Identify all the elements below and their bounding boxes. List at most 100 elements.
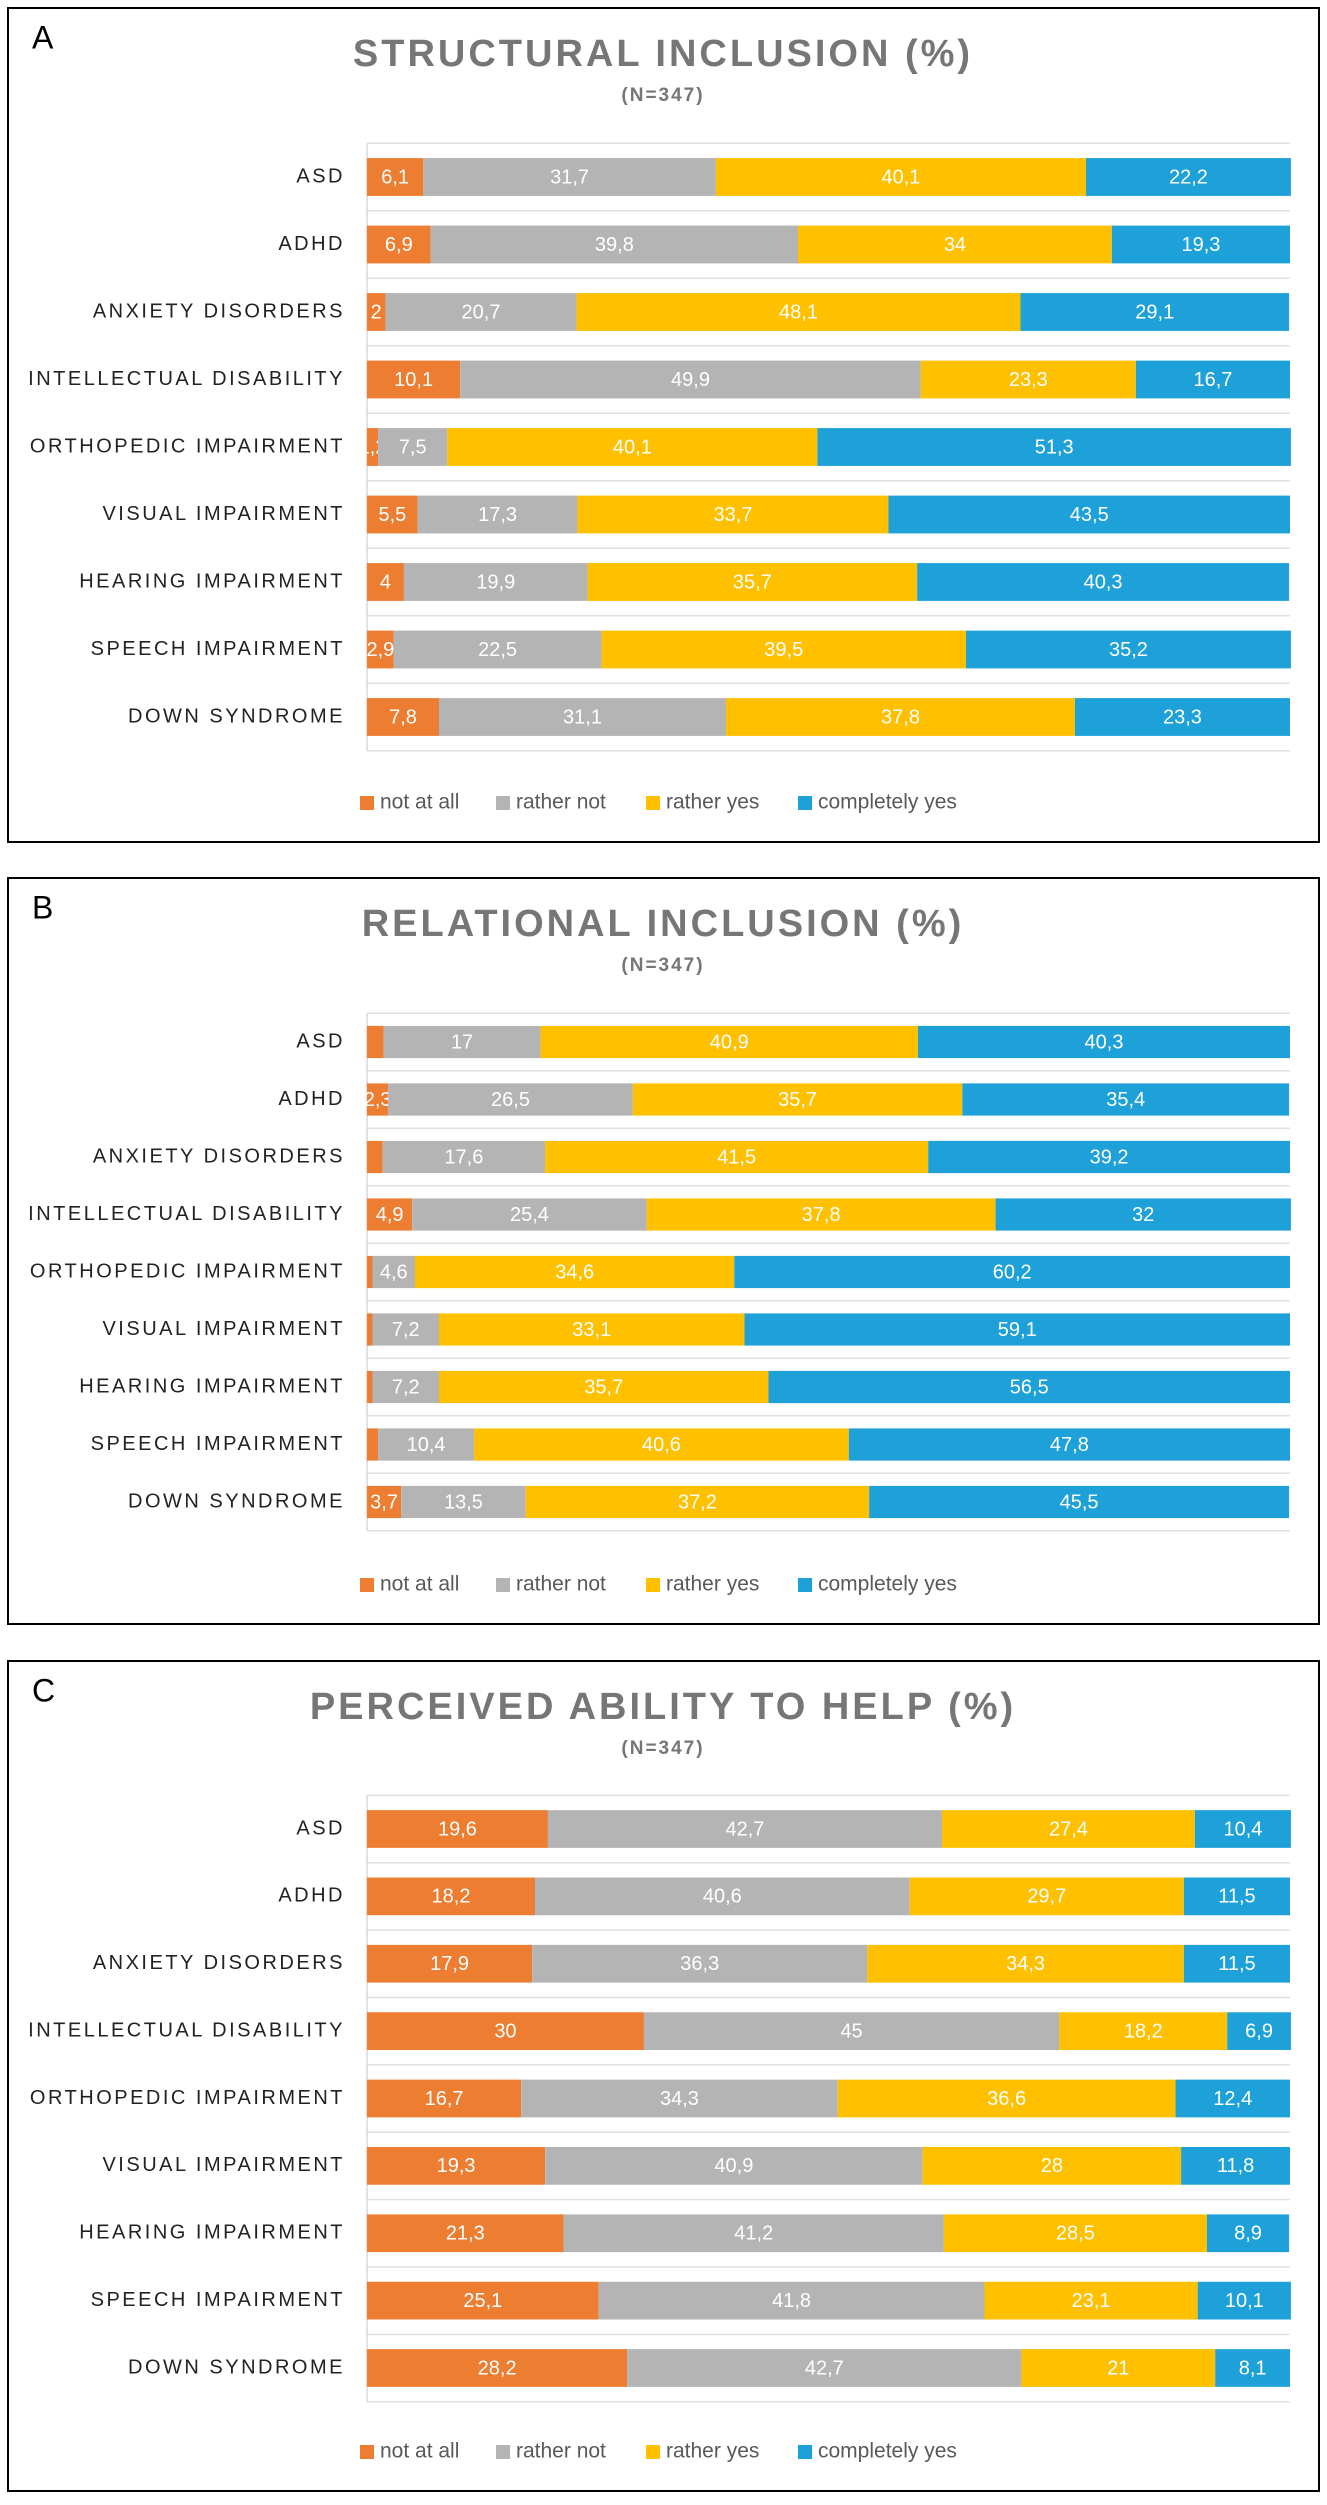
category-label: DOWN SYNDROME <box>128 705 345 727</box>
bar-segment <box>367 1083 389 1116</box>
value-label: 41,5 <box>717 1146 756 1168</box>
category-label: ANXIETY DISORDERS <box>93 300 345 322</box>
bar-segment <box>1059 2012 1228 2050</box>
value-label: 40,9 <box>710 1031 749 1053</box>
category-label: INTELLECTUAL DISABILITY <box>28 1203 345 1225</box>
value-label: 12,4 <box>1213 2088 1252 2110</box>
legend-swatch <box>496 2445 510 2459</box>
category-label: ASD <box>296 1817 345 1839</box>
value-label: 4 <box>380 571 391 593</box>
bar-segment <box>367 1877 535 1916</box>
bar-segment <box>367 2281 599 2320</box>
bar-segment <box>715 158 1087 196</box>
value-label: 10,1 <box>1225 2290 1264 2312</box>
value-label: 19,3 <box>437 2155 476 2177</box>
bar-segment <box>1194 1810 1291 1848</box>
value-label: 40,1 <box>613 436 652 458</box>
legend-label: rather yes <box>666 2440 759 2463</box>
value-label: 31,1 <box>563 706 602 728</box>
bar-segment <box>744 1313 1290 1346</box>
category-label: ANXIETY DISORDERS <box>93 1952 345 1974</box>
bar-segment <box>367 1255 373 1289</box>
panel: B RELATIONAL INCLUSION (%) (N=347) ASD 17 40,… <box>7 877 1320 1625</box>
category-label: ASD <box>296 1030 345 1052</box>
value-label: 34,3 <box>660 2088 699 2110</box>
bar-segment <box>726 698 1075 736</box>
value-label: 42,7 <box>805 2357 844 2379</box>
bar-segment <box>922 2147 1182 2185</box>
value-label: 28,5 <box>1056 2223 1095 2245</box>
bar-segment <box>576 293 1021 331</box>
panel: C PERCEIVED ABILITY TO HELP (%) (N=347) ASD… <box>7 1660 1320 2492</box>
value-label: 5,5 <box>378 504 406 526</box>
category-label: ORTHOPEDIC IMPAIRMENT <box>30 2087 345 2109</box>
legend-swatch <box>360 796 374 810</box>
category-label: ADHD <box>278 1088 345 1110</box>
bar-segment <box>367 158 424 196</box>
value-label: 35,4 <box>1106 1089 1145 1111</box>
category-label: INTELLECTUAL DISABILITY <box>28 2019 345 2041</box>
bar-segment <box>1206 2214 1290 2253</box>
panel-letter: A <box>32 19 54 55</box>
bar-segment <box>1183 1944 1290 1983</box>
value-label: 28 <box>1041 2155 1063 2177</box>
value-label: 37,8 <box>881 706 920 728</box>
bar-segment <box>367 2079 522 2118</box>
legend-label: completely yes <box>818 791 957 814</box>
value-label: 10,4 <box>1223 1818 1262 1840</box>
value-label: 20,7 <box>462 301 501 323</box>
bar-segment <box>414 1255 735 1289</box>
value-label: 45 <box>840 2020 862 2042</box>
value-label: 34,3 <box>1006 1953 1045 1975</box>
value-label: 29,1 <box>1135 301 1174 323</box>
bar-segment <box>521 2079 838 2118</box>
bar-segment <box>917 563 1290 601</box>
legend-swatch <box>646 796 660 810</box>
value-label: 8,9 <box>1234 2223 1262 2245</box>
bar-segment <box>372 1370 439 1404</box>
legend-swatch <box>646 2445 660 2459</box>
value-label: 30 <box>494 2020 516 2042</box>
value-label: 33,1 <box>572 1319 611 1341</box>
panel-letter: C <box>32 1672 55 1708</box>
category-label: SPEECH IMPAIRMENT <box>91 638 345 660</box>
value-label: 45,5 <box>1060 1491 1099 1513</box>
panel-frame <box>7 1660 1320 2492</box>
bar-segment <box>367 630 394 669</box>
bar-segment <box>438 1370 769 1404</box>
value-label: 21,3 <box>446 2223 485 2245</box>
bar-segment <box>646 1198 996 1231</box>
value-label: 4,6 <box>380 1261 408 1283</box>
legend-label: not at all <box>380 1573 459 1596</box>
value-label: 3,7 <box>370 1491 398 1513</box>
value-label: 28,2 <box>478 2357 517 2379</box>
value-label: 43,5 <box>1070 504 1109 526</box>
bar-segment <box>867 1944 1184 1983</box>
bar-segment <box>367 293 386 331</box>
bar-segment <box>1197 2281 1291 2320</box>
bar-segment <box>1135 360 1290 399</box>
category-label: INTELLECTUAL DISABILITY <box>28 368 345 390</box>
value-label: 10,4 <box>407 1434 446 1456</box>
panel-frame <box>7 7 1320 843</box>
bar-segment <box>587 563 918 601</box>
bar-segment <box>601 630 967 669</box>
bar-segment <box>412 1198 647 1231</box>
bar-segment <box>367 225 431 264</box>
category-label: ASD <box>296 165 345 187</box>
value-label: 56,5 <box>1010 1376 1049 1398</box>
value-label: 34 <box>944 234 966 256</box>
value-label: 40,3 <box>1085 1031 1124 1053</box>
bar-segment <box>920 360 1136 399</box>
value-label: 23,1 <box>1072 2290 1111 2312</box>
value-label: 2,9 <box>366 639 394 661</box>
chart-subtitle: (N=347) <box>621 85 704 106</box>
legend-label: rather yes <box>666 1573 759 1596</box>
value-label: 2 <box>371 301 382 323</box>
bar-segment <box>367 495 418 534</box>
bar-segment <box>430 225 799 264</box>
panel-letter: B <box>32 889 53 925</box>
value-label: 32 <box>1132 1204 1154 1226</box>
value-label: 40,1 <box>881 166 920 188</box>
bar-segment <box>577 495 889 534</box>
